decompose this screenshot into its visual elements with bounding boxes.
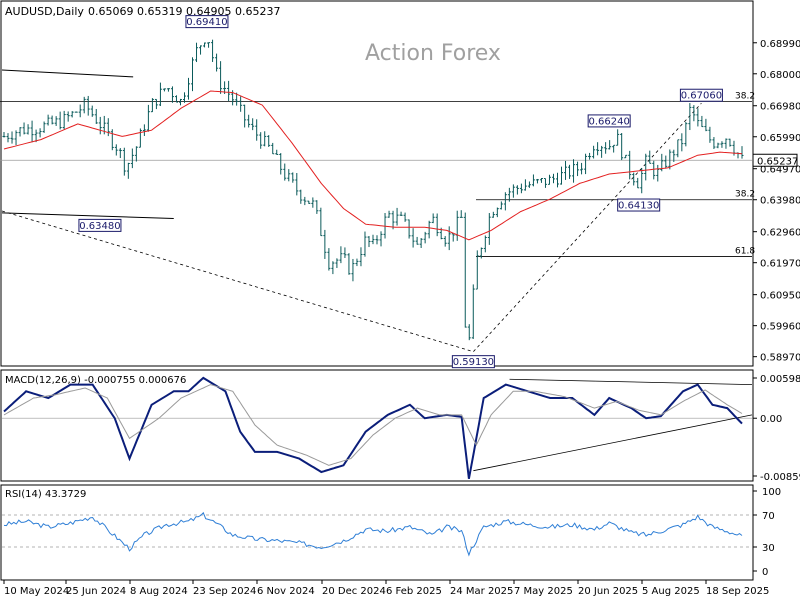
rsi-y-axis: 100 70 30 0 <box>753 487 781 578</box>
price-y-tick-label: 0.61970 <box>760 259 800 270</box>
macd-lines <box>2 376 753 479</box>
price-y-tick-label: 0.59960 <box>760 322 800 333</box>
price-y-axis: 0.68990 0.68000 0.66980 0.65990 0.64970 0.639… <box>753 39 800 364</box>
annotation-box <box>617 198 661 212</box>
rsi-lines <box>2 511 752 557</box>
annotation-label: 0.63480 <box>79 221 120 232</box>
macd-y-axis: 0.005981 0.00 -0.00859 <box>753 374 800 483</box>
price-symbol: AUDUSD,Daily <box>5 5 84 18</box>
annotation-box <box>587 114 631 128</box>
price-annotation: 0.64130 <box>617 198 661 212</box>
price-y-tick-label: 0.65990 <box>760 133 800 144</box>
rsi-line <box>3 511 743 557</box>
annotation-box <box>78 218 122 232</box>
price-ohlc: 0.65069 0.65319 0.64905 0.65237 <box>88 5 280 18</box>
current-price-tag: 0.65237 <box>752 153 798 167</box>
current-price-box <box>752 153 798 167</box>
x-tick-label: 23 Sep 2024 <box>193 586 256 597</box>
price-guide-lines: 38.2 38.2 61.8 <box>0 69 755 353</box>
rsi-panel-frame <box>0 484 754 581</box>
x-tick-label: 18 Sep 2025 <box>706 586 769 597</box>
x-tick-label: 25 Jun 2024 <box>66 586 126 597</box>
price-y-tick-label: 0.66980 <box>760 102 800 113</box>
rsi-panel: RSI(14) 43.3729 100 70 30 0 <box>0 484 781 581</box>
annotation-box <box>451 355 495 369</box>
lower-trendline <box>1 212 174 220</box>
dashed-support-line <box>1 210 474 353</box>
price-y-tick-label: 0.64970 <box>760 165 800 176</box>
annotation-label: 0.69410 <box>186 17 227 28</box>
price-y-tick-label: 0.68000 <box>760 70 800 81</box>
dashed-fib-swing <box>473 102 702 352</box>
macd-title: MACD(12,26,9) -0.000755 0.000676 <box>5 375 186 386</box>
macd-y-tick-label: -0.00859 <box>760 472 800 483</box>
annotation-label: 0.59130 <box>453 357 494 368</box>
signal-line <box>3 384 743 466</box>
macd-upper-trendline <box>509 378 753 385</box>
macd-lower-trendline <box>473 414 753 472</box>
rsi-y-tick-label: 0 <box>762 567 768 578</box>
fib-level-label: 38.2 <box>735 190 755 200</box>
x-tick-label: 8 Aug 2024 <box>130 586 188 597</box>
macd-y-tick-label: 0.00 <box>760 414 782 425</box>
fib-level-label: 61.8 <box>735 246 755 256</box>
macd-panel-frame <box>0 369 754 482</box>
x-tick-label: 20 Jun 2025 <box>578 586 638 597</box>
price-annotations: 0.69410 0.67060 0.66240 0.64130 0.63480 0.591… <box>78 15 723 369</box>
price-y-tick-label: 0.63980 <box>760 196 800 207</box>
annotation-label: 0.66240 <box>588 116 629 127</box>
x-tick-label: 24 Mar 2025 <box>450 586 513 597</box>
upper-trendline <box>1 69 134 78</box>
x-tick-label: 6 Nov 2024 <box>257 586 315 597</box>
price-y-tick-label: 0.60950 <box>760 291 800 302</box>
price-annotation: 0.66240 <box>587 114 631 128</box>
rsi-y-tick-label: 70 <box>762 511 775 522</box>
macd-panel: MACD(12,26,9) -0.000755 0.000676 0.00598… <box>0 369 800 483</box>
price-y-tick-label: 0.58970 <box>760 353 800 364</box>
watermark: Action Forex <box>365 41 501 66</box>
price-annotation: 0.67060 <box>679 88 723 102</box>
price-annotation: 0.63480 <box>78 218 122 232</box>
x-tick-label: 10 May 2024 <box>4 586 69 597</box>
annotation-label: 0.64130 <box>618 201 659 212</box>
x-tick-label: 5 Aug 2025 <box>642 586 700 597</box>
moving-average-line <box>3 90 743 241</box>
price-panel: AUDUSD,Daily 0.65069 0.65319 0.64905 0.6… <box>0 0 800 369</box>
price-annotation: 0.69410 <box>185 15 229 29</box>
fib-level-label: 38.2 <box>735 91 755 101</box>
rsi-y-tick-label: 30 <box>762 543 775 554</box>
x-tick-label: 7 May 2025 <box>514 586 573 597</box>
price-candles <box>2 39 744 341</box>
current-price-label: 0.65237 <box>757 156 798 167</box>
price-annotation: 0.59130 <box>451 355 495 369</box>
annotation-box <box>679 88 723 102</box>
x-tick-label: 6 Feb 2025 <box>386 586 442 597</box>
price-y-tick-label: 0.68990 <box>760 39 800 50</box>
macd-y-tick-label: 0.005981 <box>760 374 800 385</box>
rsi-y-tick-label: 100 <box>762 487 781 498</box>
annotation-box <box>185 15 229 29</box>
annotation-label: 0.67060 <box>681 91 722 102</box>
rsi-title: RSI(14) 43.3729 <box>5 489 86 500</box>
price-y-tick-label: 0.62960 <box>760 228 800 239</box>
x-tick-label: 20 Dec 2024 <box>322 586 386 597</box>
